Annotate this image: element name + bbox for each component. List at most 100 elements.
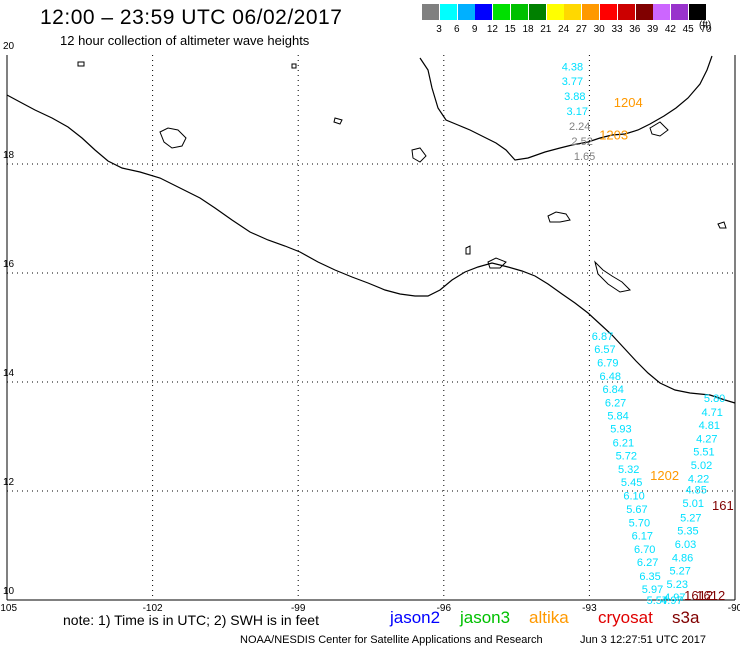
graticule (7, 55, 735, 600)
wave-height-label: 5.67 (626, 504, 647, 516)
legend-altika: altika (529, 608, 569, 627)
legend-jason3: jason3 (460, 608, 511, 627)
wave-height-label: 2.24 (569, 121, 590, 133)
scale-unit-label: (ft) (699, 20, 712, 31)
scale-swatch (493, 4, 511, 20)
scale-label: 70 (700, 24, 712, 35)
latitude-tick-label: 16 (3, 259, 15, 270)
island (159, 127, 187, 149)
latitude-tick-label: 14 (3, 368, 15, 379)
wave-height-label: 5.35 (677, 526, 698, 538)
scale-label: 30 (593, 24, 605, 35)
scale-label: 15 (504, 24, 516, 35)
pass-time-label: 161 (712, 498, 734, 513)
wave-height-label: 6.27 (637, 557, 658, 569)
scale-label: 45 (682, 24, 694, 35)
pacific-coastline (6, 94, 736, 404)
wave-height-label: 6.10 (623, 491, 644, 503)
map-frame (6, 55, 736, 601)
wave-height-label: 4.27 (696, 433, 717, 445)
scale-label: 36 (629, 24, 641, 35)
wave-height-label: 5.02 (691, 460, 712, 472)
wave-height-label: 6.87 (592, 331, 613, 343)
wave-height-label: 2.52 (571, 136, 592, 148)
generated-timestamp: Jun 3 12:27:51 UTC 2017 (580, 634, 706, 646)
islands (77, 61, 727, 293)
scale-label: 39 (647, 24, 659, 35)
wave-height-label: 5.84 (607, 411, 628, 423)
island (594, 260, 632, 293)
wave-height-label: 5.51 (693, 447, 714, 459)
map-subtitle: 12 hour collection of altimeter wave hei… (60, 33, 310, 48)
wave-height-label: 4.38 (562, 61, 583, 73)
legend-jason2: jason2 (390, 608, 441, 627)
wave-height-label: 5.93 (610, 424, 631, 436)
scale-label: 33 (611, 24, 623, 35)
legend-cryosat: cryosat (598, 608, 653, 627)
latitude-tick-label: 20 (3, 41, 15, 52)
wave-height-label: 6.21 (613, 437, 634, 449)
scale-swatch (653, 4, 671, 20)
pass-time-label: 1612 (684, 588, 713, 603)
wave-height-label: 5.27 (669, 565, 690, 577)
wave-height-values: 4.38 3.77 3.88 3.17 2.24 2.52 1.65 6.876.57 6.79… (562, 61, 726, 607)
scale-label: 12 (486, 24, 498, 35)
latitude-tick-label: 10 (3, 586, 15, 597)
wave-height-label: 4.97 (661, 595, 682, 607)
scale-swatch (564, 4, 582, 20)
island (77, 61, 85, 67)
island (465, 245, 471, 255)
coastline (6, 55, 736, 404)
wave-height-label: 4.81 (699, 420, 720, 432)
wave-height-label: 1.65 (574, 151, 595, 163)
wave-height-label: 6.03 (675, 539, 696, 551)
longitude-tick-label: -105 (0, 603, 17, 614)
wave-height-label: 4.86 (672, 552, 693, 564)
axis-tick-labels: -105 -102 -99 -96 -93 -90 20 18 16 14 12 10 (0, 41, 740, 614)
scale-swatch (671, 4, 689, 20)
wave-height-label: 5.80 (704, 393, 725, 405)
wave-height-label: 5.27 (680, 513, 701, 525)
scale-swatch (582, 4, 600, 20)
latitude-tick-label: 12 (3, 477, 15, 488)
longitude-tick-label: -96 (437, 603, 452, 614)
wave-height-label: 6.48 (600, 371, 621, 383)
wave-height-label: 4.71 (701, 407, 722, 419)
credit-line: NOAA/NESDIS Center for Satellite Applica… (240, 634, 543, 646)
longitude-tick-label: -99 (291, 603, 306, 614)
island (487, 257, 507, 269)
legend-s3a: s3a (672, 608, 700, 627)
wave-height-label: 4.85 (685, 485, 706, 497)
scale-swatch (475, 4, 493, 20)
pass-time-label: 1203 (599, 127, 628, 142)
island (411, 147, 427, 163)
scale-label: 6 (454, 24, 460, 35)
scale-label: 9 (471, 24, 478, 35)
scale-swatch (617, 4, 635, 20)
island (717, 221, 727, 229)
wave-height-label: 5.45 (621, 477, 642, 489)
scale-swatch (689, 4, 706, 20)
island (333, 117, 343, 125)
wave-height-label: 3.88 (564, 91, 585, 103)
scale-label: 42 (664, 24, 676, 35)
longitude-tick-label: -93 (582, 603, 597, 614)
scale-swatch (457, 4, 475, 20)
wave-height-label: 6.27 (605, 398, 626, 410)
scale-label: 18 (522, 24, 534, 35)
wave-height-label: 4.22 (688, 473, 709, 485)
latitude-tick-label: 18 (3, 150, 15, 161)
scale-label: 3 (436, 24, 442, 35)
longitude-tick-label: -90 (728, 603, 740, 614)
scale-label: 27 (575, 24, 587, 35)
wave-height-label: 6.35 (639, 571, 660, 583)
wave-height-label: 4.97 (664, 592, 685, 604)
pass-time-label: 1612 (696, 588, 725, 603)
scale-swatch (511, 4, 528, 20)
island (547, 211, 571, 223)
pass-time-label: 1202 (650, 468, 679, 483)
scale-swatch (635, 4, 653, 20)
scale-swatch (422, 4, 439, 20)
footer-note: note: 1) Time is in UTC; 2) SWH is in fe… (63, 612, 319, 628)
